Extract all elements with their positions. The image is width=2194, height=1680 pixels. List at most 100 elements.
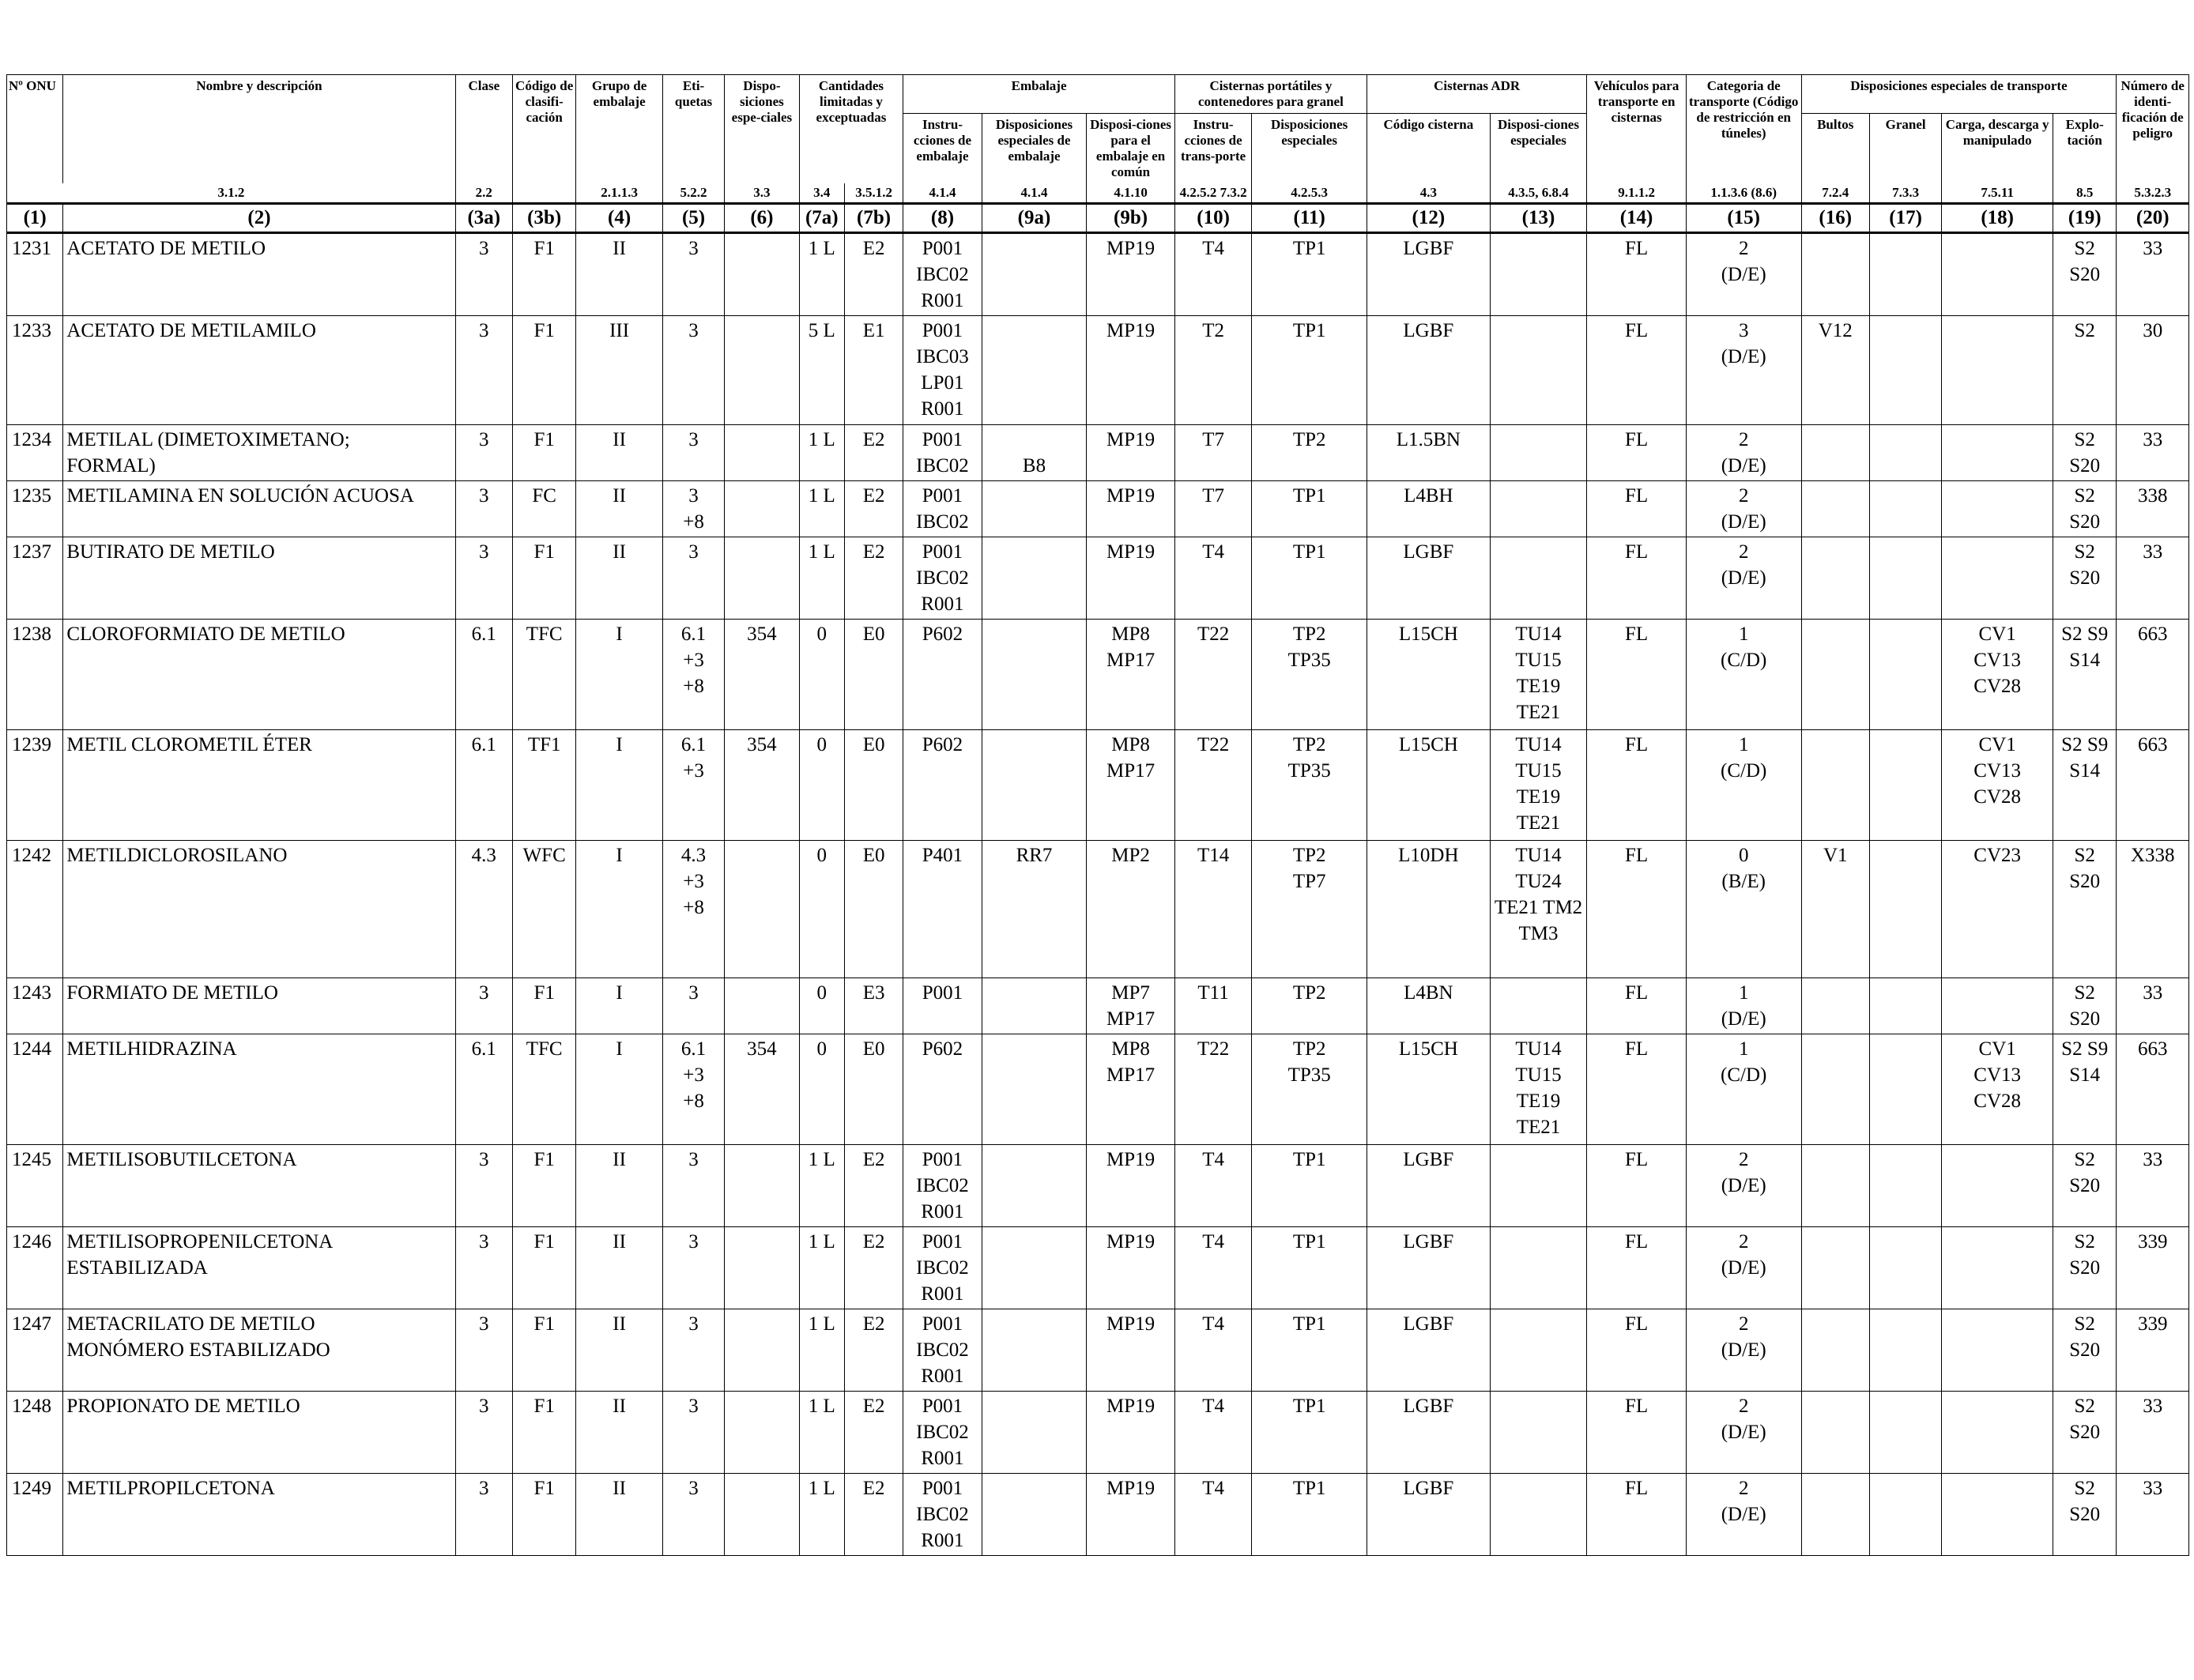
cell-line [1804, 1036, 1868, 1062]
cell-line [1943, 235, 2051, 262]
cell-line: IBC02 [916, 1339, 969, 1361]
header-labels: Eti-quetas [662, 74, 726, 183]
cell-line: TP35 [1287, 760, 1331, 782]
un-number-cell: 1235 [6, 480, 64, 537]
cell-line: 1246 [12, 1231, 51, 1252]
table-cell [1868, 1309, 1943, 1392]
cell-line: TFC [526, 1038, 563, 1060]
cell-line [726, 483, 797, 509]
cell-line: MP19 [1106, 1478, 1155, 1499]
table-cell: S2 S20 [2052, 480, 2117, 537]
cell-line: 6.1 [471, 623, 496, 645]
table-cell: F1 [511, 1226, 577, 1309]
table-cell: E2 [843, 1309, 904, 1392]
table-cell: II [575, 424, 663, 481]
table-cell: MP8 MP17 [1086, 619, 1175, 730]
table-cell [1800, 480, 1870, 537]
table-cell: 3 [454, 480, 513, 537]
cell-line: I [616, 623, 623, 645]
header-class: Clase [454, 74, 513, 183]
un-number-cell: 1239 [6, 729, 64, 841]
cell-line: E0 [862, 734, 885, 755]
cell-line: I [616, 1038, 623, 1060]
cell-line: S2 [2074, 429, 2095, 450]
cell-line: 3 [479, 429, 489, 450]
table-cell [1489, 424, 1588, 481]
table-row: 1237 BUTIRATO DE METILO 3 F1 II 3 1 L E2 P001 IB… [6, 537, 2189, 620]
cell-line: E2 [862, 1396, 885, 1417]
cell-line: (D/E) [1721, 1257, 1766, 1279]
cell-line [1943, 1147, 2051, 1173]
table-cell: 33 [2116, 424, 2189, 481]
table-cell: 3 [454, 232, 513, 316]
table-cell [1489, 1473, 1588, 1556]
table-cell: TP1 [1251, 315, 1367, 425]
cell-line: 3 [479, 238, 489, 259]
cell-line: S2 S9 [2061, 1038, 2109, 1060]
table-cell: L1.5BN [1367, 424, 1491, 481]
table-cell: V1 [1800, 840, 1870, 978]
cell-line: 2 [1738, 485, 1749, 507]
table-row: 1238 CLOROFORMIATO DE METILO 6.1 TFC I 6.1 +3 +… [6, 619, 2189, 730]
table-cell [1868, 537, 1943, 620]
table-cell: E0 [843, 619, 904, 730]
cell-line [1804, 1475, 1868, 1501]
cell-line: TU14 [1515, 623, 1562, 645]
cell-line [1872, 1311, 1940, 1337]
cell-line [1804, 1229, 1868, 1255]
cell-line: 3 [1738, 320, 1749, 341]
table-cell: FL [1586, 1144, 1687, 1227]
cell-line: P001 [922, 1231, 963, 1252]
table-cell: 0 [798, 1034, 845, 1145]
cell-line: T4 [1202, 541, 1224, 563]
column-number-cell: (10) [1174, 202, 1253, 234]
table-cell: 1 L [798, 1226, 845, 1309]
cell-line: P001 [922, 1396, 963, 1417]
cell-line: TP1 [1292, 1231, 1326, 1252]
header-bulk: Granel [1868, 113, 1943, 183]
cell-line [1492, 1311, 1585, 1337]
table-cell [1800, 1391, 1870, 1474]
substance-name-cell: METILISOPROPENILCETONA ESTABILIZADA [62, 1226, 456, 1309]
table-cell: E2 [843, 537, 904, 620]
table-cell: MP19 [1086, 1473, 1175, 1556]
cell-line: R001 [921, 1365, 964, 1387]
cell-line: S2 [2074, 845, 2095, 866]
cell-line: 1 [1738, 1038, 1749, 1060]
cell-line: 2 [1738, 1396, 1749, 1417]
cell-line [1492, 980, 1585, 1006]
cell-line: FC [532, 485, 556, 507]
table-cell: F1 [511, 537, 577, 620]
reference-cell: 4.3.5, 6.8.4 [1489, 183, 1588, 204]
substance-name-cell: METILHIDRAZINA [62, 1034, 456, 1145]
cell-line: II [613, 485, 626, 507]
un-number-cell: 1238 [6, 619, 64, 730]
cell-line: MP19 [1106, 1313, 1155, 1335]
table-cell: 3 [662, 1309, 726, 1392]
cell-line: 2 [1738, 238, 1749, 259]
table-cell: MP19 [1086, 232, 1175, 316]
cell-line [726, 1311, 797, 1337]
cell-line: E2 [862, 1231, 885, 1252]
table-cell: TU14 TU15 TE19 TE21 [1489, 619, 1588, 730]
table-cell: 3 [662, 1226, 726, 1309]
table-cell: 2 (D/E) [1685, 1391, 1802, 1474]
cell-line: +8 [683, 676, 704, 697]
cell-line [726, 427, 797, 453]
cell-line: P602 [922, 623, 963, 645]
table-cell: 3 [454, 315, 513, 425]
cell-line: F1 [533, 1149, 555, 1170]
cell-line: 3 [688, 429, 699, 450]
cell-line [1943, 1229, 2051, 1255]
header-packages: Bultos [1800, 113, 1870, 183]
table-cell [981, 1034, 1088, 1145]
table-cell: MP19 [1086, 424, 1175, 481]
cell-line: F1 [533, 238, 555, 259]
header-hazard-id: Número de identi-ficación de peligro [2116, 74, 2189, 183]
substance-name-cell: PROPIONATO DE METILO [62, 1391, 456, 1474]
cell-line: 1247 [12, 1313, 51, 1335]
cell-line: MP8 [1111, 734, 1150, 755]
table-cell: S2 S9 S14 [2052, 729, 2117, 841]
table-row: 1249 METILPROPILCETONA 3 F1 II 3 1 L E2 P001 IBC… [6, 1473, 2189, 1556]
cell-line: 3 [479, 1478, 489, 1499]
